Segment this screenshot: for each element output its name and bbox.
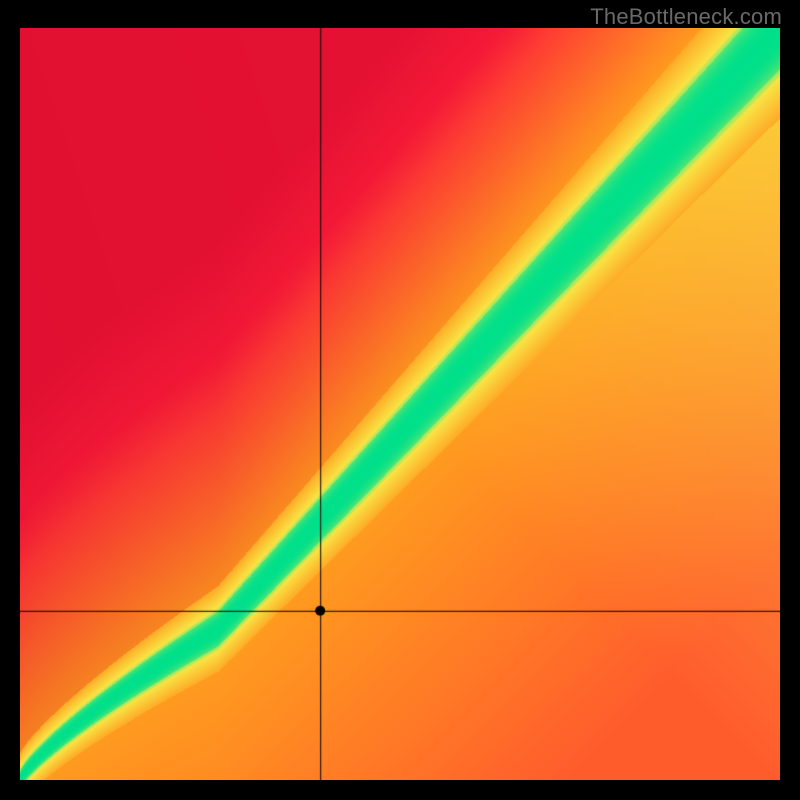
plot-area	[20, 28, 780, 780]
watermark-text: TheBottleneck.com	[590, 4, 782, 30]
chart-container: TheBottleneck.com	[0, 0, 800, 800]
heatmap-canvas	[20, 28, 780, 780]
